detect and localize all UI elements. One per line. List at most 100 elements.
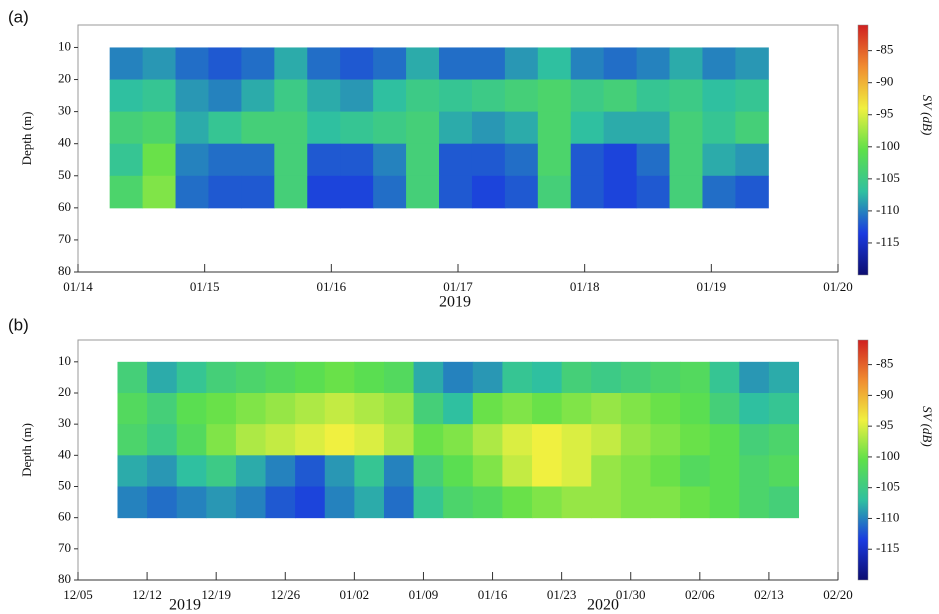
x-tick-label: 01/02 <box>340 587 370 602</box>
heatmap-cell <box>680 392 711 425</box>
heatmap-cell <box>702 175 736 209</box>
heatmap-cell <box>439 175 473 209</box>
heatmap-cell <box>176 392 207 425</box>
heatmap-cell <box>265 361 296 394</box>
heatmap-cell <box>502 424 533 456</box>
heatmap-cell <box>235 392 267 425</box>
x-tick-label: 12/05 <box>63 587 93 602</box>
colorbar-tick-label: -100 <box>876 448 900 463</box>
y-tick-label: 40 <box>58 446 71 461</box>
heatmap-cell <box>324 486 355 519</box>
heatmap-cell <box>537 79 572 113</box>
heatmap-cell <box>739 455 770 487</box>
heatmap-cell <box>117 392 148 425</box>
heatmap-cell <box>117 361 148 394</box>
heatmap-cell <box>413 486 444 519</box>
x-tick-label: 02/06 <box>685 587 715 602</box>
heatmap-cell <box>532 455 563 487</box>
heatmap-cell <box>591 392 622 425</box>
heatmap-cell <box>636 175 671 209</box>
heatmap-cell <box>636 143 671 177</box>
heatmap-cell <box>307 175 341 209</box>
heatmap-cell <box>142 47 177 81</box>
heatmap-cell <box>235 424 267 456</box>
heatmap-cell <box>235 361 267 394</box>
heatmap-cell <box>406 47 440 81</box>
heatmap-cell <box>502 361 533 394</box>
colorbar-tick-label: -90 <box>876 74 893 89</box>
heatmap-cell <box>504 47 539 81</box>
y-tick-label: 20 <box>58 71 71 86</box>
heatmap-cell <box>340 175 374 209</box>
heatmap-cell <box>532 361 563 394</box>
heatmap-cell <box>502 455 533 487</box>
heatmap-cell <box>439 47 473 81</box>
colorbar-tick-label: -115 <box>876 540 899 555</box>
heatmap-cell <box>472 486 503 519</box>
heatmap-cell <box>406 79 440 113</box>
heatmap-cell <box>650 486 681 519</box>
colorbar-tick-label: -90 <box>876 386 893 401</box>
heatmap-cell <box>709 392 740 425</box>
heatmap-cell <box>561 486 592 519</box>
heatmap-cell <box>669 175 703 209</box>
heatmap-cell <box>324 361 355 394</box>
heatmap-cell <box>117 424 148 456</box>
heatmap-cell <box>241 79 275 113</box>
x-tick-label: 02/20 <box>823 587 853 602</box>
x-tick-label: 12/12 <box>132 587 162 602</box>
heatmap-cell <box>324 392 355 425</box>
heatmap-cell <box>680 424 711 456</box>
heatmap-cell <box>650 361 681 394</box>
y-tick-label: 50 <box>58 477 71 492</box>
panel-label: (b) <box>8 315 29 334</box>
heatmap-cell <box>354 392 385 425</box>
colorbar-tick-label: -105 <box>876 479 900 494</box>
heatmap-cell <box>502 486 533 519</box>
heatmap-cell <box>735 47 769 81</box>
heatmap-cell <box>175 143 209 177</box>
heatmap-cell <box>680 361 711 394</box>
heatmap-cell <box>176 424 207 456</box>
heatmap-cell <box>109 79 144 113</box>
x-tick-label: 01/17 <box>443 279 473 294</box>
heatmap-cell <box>147 424 178 456</box>
heatmap-cell <box>208 79 242 113</box>
heatmap-cell <box>109 175 144 209</box>
heatmap-cell <box>472 424 503 456</box>
y-tick-label: 80 <box>58 571 71 586</box>
heatmap-cell <box>504 111 539 145</box>
heatmap-cell <box>768 392 800 425</box>
heatmap-cell <box>274 79 308 113</box>
year-label: 2019 <box>169 597 201 614</box>
heatmap-cell <box>532 392 563 425</box>
heatmap-cell <box>206 486 237 519</box>
heatmap-cell <box>235 455 267 487</box>
heatmap-cell <box>307 143 341 177</box>
y-tick-label: 30 <box>58 415 71 430</box>
heatmap-cell <box>636 79 671 113</box>
heatmap-cell <box>340 47 374 81</box>
heatmap-cell <box>702 143 736 177</box>
heatmap-cell <box>739 486 770 519</box>
heatmap-cell <box>768 486 800 519</box>
x-tick-label: 01/09 <box>409 587 439 602</box>
heatmap-cell <box>768 455 800 487</box>
heatmap-cell <box>471 111 506 145</box>
heatmap-cell <box>208 47 242 81</box>
heatmap-cell <box>443 361 474 394</box>
heatmap-cell <box>561 392 592 425</box>
heatmap-cell <box>241 47 275 81</box>
heatmap-cell <box>340 79 374 113</box>
x-tick-label: 01/14 <box>63 279 93 294</box>
heatmap-cell <box>603 175 638 209</box>
heatmap-cell <box>735 111 769 145</box>
heatmap-cell <box>383 361 415 394</box>
heatmap-cell <box>709 424 740 456</box>
heatmap-cell <box>739 424 770 456</box>
heatmap-cell <box>109 111 144 145</box>
heatmap-cell <box>603 47 638 81</box>
heatmap-cell <box>709 455 740 487</box>
heatmap-cell <box>354 455 385 487</box>
